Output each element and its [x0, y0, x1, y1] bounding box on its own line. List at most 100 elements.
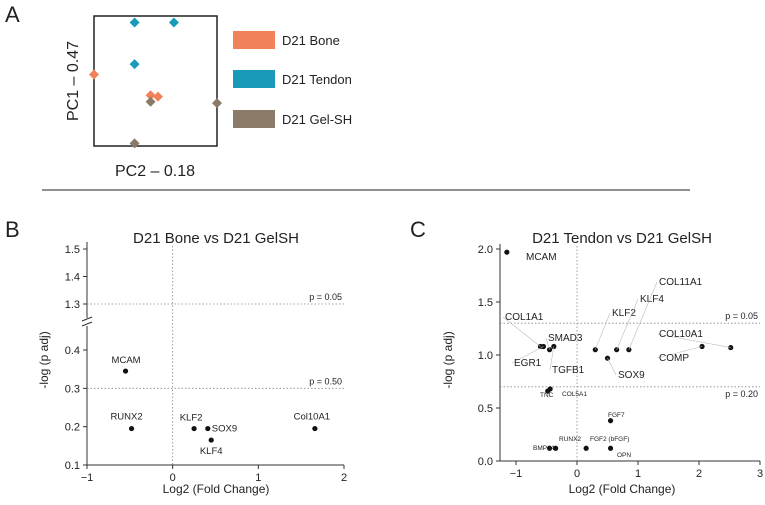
chart-c-threshold-label: p = 0.20: [725, 389, 758, 399]
chart-b-y-tick-label: 0.2: [65, 422, 80, 434]
pca-point-bone-1: [89, 69, 99, 80]
chart-c-point-mcam: [504, 249, 510, 255]
chart-c-point-opn: [607, 445, 614, 451]
chart-b-y-tick-label: 0.4: [65, 345, 80, 357]
legend-swatch-gel: [233, 110, 275, 128]
chart-b-point-mcam: [122, 368, 129, 374]
chart-c-x-tick-label: −1: [510, 468, 523, 480]
chart-c-leader-line: [502, 316, 541, 347]
chart-c-x-tick-label: 0: [574, 468, 580, 480]
chart-c-leader-line: [595, 312, 611, 350]
chart-b-point-label: KLF2: [180, 413, 203, 424]
volcano-plot-bone: D21 Bone vs D21 GelSH Log2 (Fold Change)…: [37, 230, 347, 496]
pca-point-bone-2: [145, 90, 156, 101]
chart-b-guides: p = 0.05 p = 0.50: [87, 246, 344, 465]
chart-c-leader-line: [545, 337, 550, 350]
chart-c-leader-line: [511, 346, 544, 364]
chart-b-point-klf4: [208, 437, 214, 443]
chart-c-x-tick-label: 1: [635, 468, 641, 480]
chart-b-y-label: -log (p adj): [37, 331, 51, 388]
chart-c-point-bmp14: [553, 445, 559, 451]
chart-c-point-label: OPN: [617, 452, 631, 459]
chart-b-x-tick-label: 1: [255, 472, 261, 484]
pca-point-tendon-1: [129, 17, 140, 28]
chart-c-point-label: TGFB1: [552, 365, 585, 376]
chart-c-y-tick-label: 1.5: [478, 297, 493, 309]
chart-b-title: D21 Bone vs D21 GelSH: [133, 230, 299, 247]
pca-y-label: PC1 – 0.47: [65, 41, 82, 121]
legend-label-bone: D21 Bone: [282, 33, 340, 48]
chart-b-x-tick-label: 0: [170, 472, 176, 484]
volcano-plot-tendon: D21 Tendon vs D21 GelSH Log2 (Fold Chang…: [441, 230, 763, 496]
chart-c-guides: p = 0.05 p = 0.20: [500, 246, 760, 461]
chart-c-point-label: COMP: [659, 353, 689, 364]
chart-b-y-tick-label: 1.3: [65, 299, 80, 311]
chart-c-x-tick-label: 2: [696, 468, 702, 480]
chart-c-leader-line: [607, 358, 617, 376]
chart-c-point-comp: [699, 343, 705, 350]
chart-c-points: MCAM COL1A1 EGR1 SMAD3 TGFB1 KLF2 SOX9 KLF4 COL1…: [502, 249, 734, 459]
chart-c-x-label: Log2 (Fold Change): [569, 482, 676, 496]
chart-b-threshold-label: p = 0.50: [309, 376, 342, 386]
chart-c-leader-line: [549, 346, 555, 371]
chart-b-point-label: RUNX2: [110, 412, 142, 423]
chart-c-title: D21 Tendon vs D21 GelSH: [532, 230, 712, 247]
chart-c-point-label: FGF2 (bFGF): [590, 436, 629, 443]
panel-letter-c: C: [410, 217, 426, 242]
chart-c-point-label: COL1A1: [505, 312, 544, 323]
chart-c-point-label: FGF7: [608, 412, 625, 419]
chart-c-point-fgf7: [607, 418, 614, 424]
chart-c-point-label: KLF4: [640, 294, 664, 305]
chart-b-point-runx2: [128, 425, 135, 432]
chart-c-leader-line: [656, 346, 703, 359]
chart-c-point-label: COL5A1: [562, 391, 587, 398]
panel-letter-b: B: [5, 217, 20, 242]
chart-c-point-label: BMP14: [533, 445, 555, 452]
legend-label-gel: D21 Gel-SH: [282, 112, 352, 127]
pca-point-gel-1: [145, 96, 156, 107]
chart-c-point-col5a1: [547, 386, 553, 392]
legend-swatch-bone: [233, 31, 275, 49]
chart-c-point-label: KLF2: [612, 308, 636, 319]
chart-c-point-label: EGR1: [514, 358, 542, 369]
chart-c-point-smad3: [546, 347, 553, 353]
chart-c-threshold-label: p = 0.05: [725, 311, 758, 321]
chart-c-point-tgfb1: [551, 343, 557, 350]
chart-b-x-tick-label: 2: [341, 472, 347, 484]
pca-x-label: PC2 – 0.18: [115, 163, 195, 180]
chart-c-point-label: TNC: [540, 392, 554, 399]
chart-c-y-tick-label: 0.0: [478, 456, 493, 468]
chart-c-point-egr1: [540, 343, 547, 350]
chart-c-leader-line: [656, 333, 731, 348]
chart-b-y-tick-label: 1.4: [65, 272, 80, 284]
chart-c-point-label: MCAM: [526, 252, 557, 263]
chart-c-y-tick-label: 0.5: [478, 403, 493, 415]
chart-b-point-label: Col10A1: [294, 412, 330, 423]
pca-frame: [93, 15, 218, 147]
legend-label-tendon: D21 Tendon: [282, 72, 352, 87]
chart-b-y-tick-label: 1.5: [65, 244, 80, 256]
chart-c-leader-line: [628, 281, 658, 350]
panel-letter-a: A: [5, 2, 20, 27]
chart-c-point-fgf2-bfgf-: [583, 445, 589, 451]
chart-c-point-label: SOX9: [618, 370, 645, 381]
chart-c-y-tick-label: 2.0: [478, 244, 493, 256]
legend-swatch-tendon: [233, 70, 275, 88]
chart-b-x-label: Log2 (Fold Change): [163, 482, 270, 496]
pca-points: [89, 17, 222, 149]
chart-c-point-label: COL11A1: [659, 277, 703, 288]
chart-c-point-label: RUNX2: [559, 436, 581, 443]
chart-b-axes: −1 0 1 2 0.1 0.2 0.3 0.4 1.3 1.4 1.5: [65, 242, 347, 484]
chart-c-y-label: -log (p adj): [441, 331, 455, 388]
chart-b-point-sox9: [205, 425, 211, 432]
chart-b-threshold-label: p = 0.05: [309, 292, 342, 302]
chart-b-point-klf2: [191, 425, 197, 432]
pca-point-tendon-3: [129, 59, 140, 70]
pca-plot: PC2 – 0.18 PC1 – 0.47 D21 Bone D21 Tendo…: [65, 15, 352, 180]
chart-b-point-label: KLF4: [200, 446, 223, 457]
chart-c-point-runx2: [546, 445, 553, 451]
chart-b-point-col10a1: [312, 425, 318, 432]
pca-point-gel-3: [129, 138, 140, 149]
chart-b-y-tick-label: 0.3: [65, 383, 80, 395]
